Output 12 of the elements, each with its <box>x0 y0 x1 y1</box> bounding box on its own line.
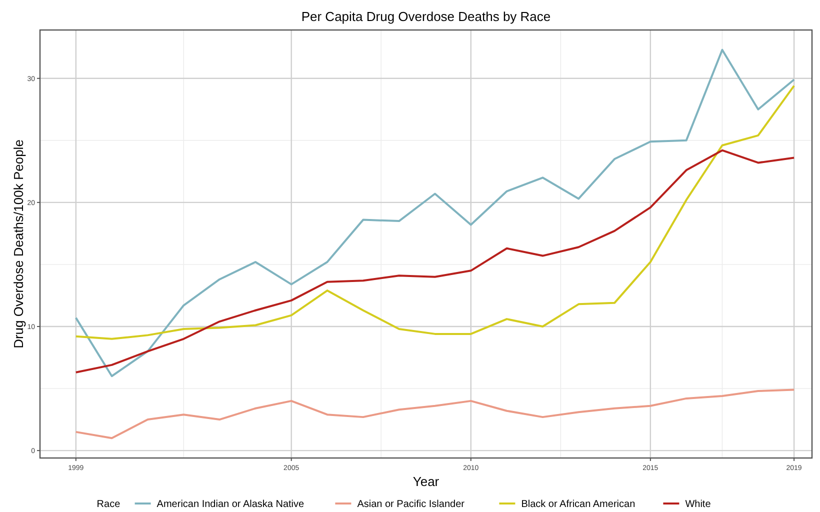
line-series <box>74 388 796 440</box>
line-series <box>74 84 796 340</box>
legend-title: Race <box>96 499 121 510</box>
y-axis-title: Drug Overdose Deaths/100k People <box>11 140 26 348</box>
chart-title: Per Capita Drug Overdose Deaths by Race <box>301 9 551 24</box>
line-series <box>74 48 796 378</box>
line-series <box>74 149 796 374</box>
legend-label: American Indian or Alaska Native <box>156 499 305 510</box>
x-axis-title: Year <box>412 474 440 489</box>
legend-label: White <box>685 499 712 510</box>
legend-label: Black or African American <box>521 499 636 510</box>
legend-label: Asian or Pacific Islander <box>357 499 466 510</box>
